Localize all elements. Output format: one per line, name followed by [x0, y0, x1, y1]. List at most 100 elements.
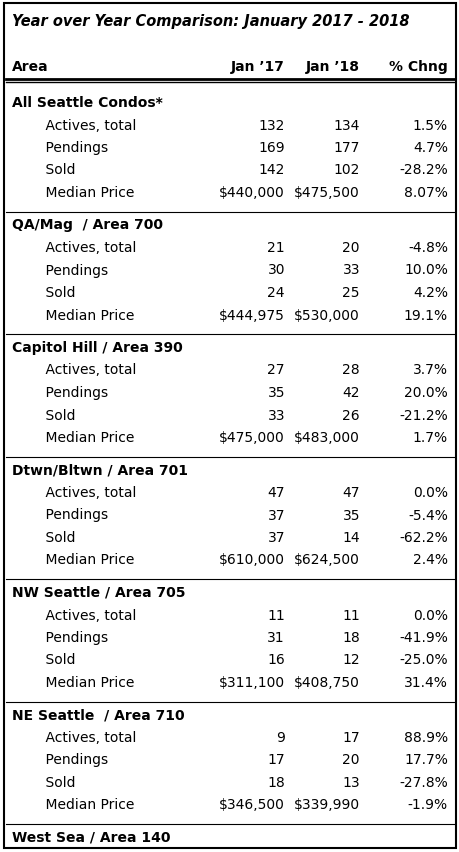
Text: 177: 177: [333, 141, 359, 155]
Text: Actives, total: Actives, total: [28, 118, 136, 132]
Text: 18: 18: [267, 775, 285, 789]
Text: NW Seattle / Area 705: NW Seattle / Area 705: [12, 585, 185, 599]
Text: NE Seattle  / Area 710: NE Seattle / Area 710: [12, 708, 184, 722]
Text: 169: 169: [258, 141, 285, 155]
Text: Median Price: Median Price: [28, 553, 134, 567]
Text: $408,750: $408,750: [293, 675, 359, 689]
Text: 2.4%: 2.4%: [412, 553, 447, 567]
Text: $624,500: $624,500: [293, 553, 359, 567]
Text: $483,000: $483,000: [293, 430, 359, 445]
Text: 26: 26: [341, 408, 359, 422]
Text: $530,000: $530,000: [294, 308, 359, 322]
Text: 18: 18: [341, 630, 359, 644]
Text: 35: 35: [267, 386, 285, 400]
Text: Pendings: Pendings: [28, 263, 108, 277]
Text: Median Price: Median Price: [28, 308, 134, 322]
Text: 1.5%: 1.5%: [412, 118, 447, 132]
Text: 3.7%: 3.7%: [412, 363, 447, 377]
Text: Dtwn/Bltwn / Area 701: Dtwn/Bltwn / Area 701: [12, 463, 188, 477]
Text: 47: 47: [267, 486, 285, 499]
Text: 11: 11: [267, 607, 285, 622]
Text: 132: 132: [258, 118, 285, 132]
Text: 20: 20: [342, 752, 359, 767]
Text: Pendings: Pendings: [28, 386, 108, 400]
Text: 13: 13: [341, 775, 359, 789]
Text: Sold: Sold: [28, 531, 75, 544]
Text: Jan ’18: Jan ’18: [305, 60, 359, 74]
Text: 1.7%: 1.7%: [412, 430, 447, 445]
Text: -4.8%: -4.8%: [407, 241, 447, 255]
Text: Pendings: Pendings: [28, 141, 108, 155]
Text: 16: 16: [267, 653, 285, 667]
Text: Pendings: Pendings: [28, 752, 108, 767]
Text: 24: 24: [267, 285, 285, 300]
Text: 14: 14: [341, 531, 359, 544]
Text: 12: 12: [341, 653, 359, 667]
Text: 17: 17: [267, 752, 285, 767]
Text: $346,500: $346,500: [218, 797, 285, 812]
Text: 10.0%: 10.0%: [403, 263, 447, 277]
Text: Sold: Sold: [28, 653, 75, 667]
Text: Actives, total: Actives, total: [28, 607, 136, 622]
Text: -41.9%: -41.9%: [398, 630, 447, 644]
Text: -25.0%: -25.0%: [398, 653, 447, 667]
Text: Year over Year Comparison: January 2017 - 2018: Year over Year Comparison: January 2017 …: [12, 14, 409, 29]
Text: Sold: Sold: [28, 408, 75, 422]
Text: Actives, total: Actives, total: [28, 486, 136, 499]
Text: Area: Area: [12, 60, 49, 74]
Text: Actives, total: Actives, total: [28, 241, 136, 255]
Text: Median Price: Median Price: [28, 186, 134, 199]
Text: 134: 134: [333, 118, 359, 132]
Text: 20: 20: [342, 241, 359, 255]
Text: 142: 142: [258, 164, 285, 177]
Text: $610,000: $610,000: [218, 553, 285, 567]
Text: 47: 47: [342, 486, 359, 499]
Text: Capitol Hill / Area 390: Capitol Hill / Area 390: [12, 341, 182, 354]
Text: 25: 25: [342, 285, 359, 300]
Text: -28.2%: -28.2%: [398, 164, 447, 177]
Text: 37: 37: [267, 508, 285, 522]
Text: $475,500: $475,500: [294, 186, 359, 199]
Text: 0.0%: 0.0%: [412, 607, 447, 622]
Text: 37: 37: [267, 531, 285, 544]
Text: 8.07%: 8.07%: [403, 186, 447, 199]
Text: -21.2%: -21.2%: [398, 408, 447, 422]
Text: Sold: Sold: [28, 285, 75, 300]
Text: 31.4%: 31.4%: [403, 675, 447, 689]
Text: $444,975: $444,975: [218, 308, 285, 322]
Text: 88.9%: 88.9%: [403, 730, 447, 744]
Text: 9: 9: [275, 730, 285, 744]
Text: 35: 35: [342, 508, 359, 522]
Text: -62.2%: -62.2%: [398, 531, 447, 544]
Text: Jan ’17: Jan ’17: [230, 60, 285, 74]
Text: 33: 33: [267, 408, 285, 422]
Text: $440,000: $440,000: [219, 186, 285, 199]
Text: West Sea / Area 140: West Sea / Area 140: [12, 830, 170, 844]
Text: Median Price: Median Price: [28, 797, 134, 812]
Text: 11: 11: [341, 607, 359, 622]
Text: Actives, total: Actives, total: [28, 730, 136, 744]
Text: 19.1%: 19.1%: [403, 308, 447, 322]
Text: Actives, total: Actives, total: [28, 363, 136, 377]
Text: 28: 28: [341, 363, 359, 377]
Text: 30: 30: [267, 263, 285, 277]
Text: -5.4%: -5.4%: [407, 508, 447, 522]
Text: -27.8%: -27.8%: [398, 775, 447, 789]
Text: Pendings: Pendings: [28, 508, 108, 522]
Text: Pendings: Pendings: [28, 630, 108, 644]
Text: 4.2%: 4.2%: [412, 285, 447, 300]
Text: Sold: Sold: [28, 164, 75, 177]
Text: 31: 31: [267, 630, 285, 644]
Text: All Seattle Condos*: All Seattle Condos*: [12, 96, 162, 110]
Text: % Chng: % Chng: [388, 60, 447, 74]
Text: 42: 42: [342, 386, 359, 400]
Text: Sold: Sold: [28, 775, 75, 789]
Text: 27: 27: [267, 363, 285, 377]
Text: $311,100: $311,100: [218, 675, 285, 689]
Text: $339,990: $339,990: [293, 797, 359, 812]
Text: 4.7%: 4.7%: [412, 141, 447, 155]
Text: Median Price: Median Price: [28, 430, 134, 445]
Text: 20.0%: 20.0%: [403, 386, 447, 400]
Text: $475,000: $475,000: [219, 430, 285, 445]
Text: 17.7%: 17.7%: [403, 752, 447, 767]
